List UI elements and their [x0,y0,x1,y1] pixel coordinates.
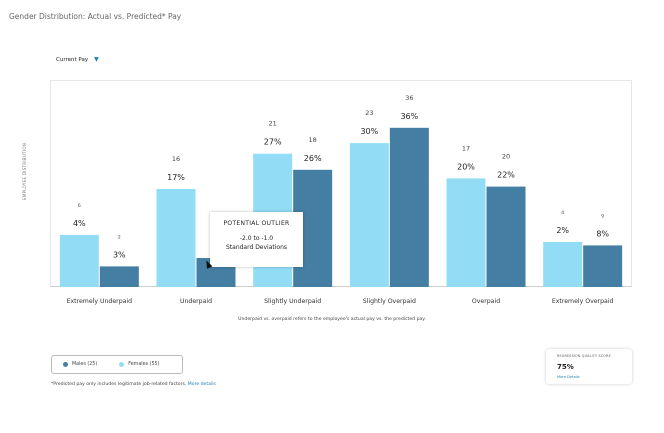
count-label: 18 [309,136,317,144]
tooltip-range: -2.0 to -1.0 [239,235,274,242]
count-label: 21 [269,120,277,128]
percent-label: 36% [400,112,418,121]
percent-label: 3% [113,250,126,259]
x-tick-label: Overpaid [472,298,500,305]
regression-more-details-link[interactable]: More Details [557,375,580,379]
x-tick-label: Slightly Overpaid [363,298,416,305]
males-dot-icon [63,362,68,367]
percent-label: 26% [304,154,322,163]
percent-label: 4% [73,219,86,228]
percent-label: 22% [497,171,515,180]
more-details-link[interactable]: More details [187,382,216,387]
pay-type-label: Current Pay [56,56,89,63]
x-tick-label: Extremely Underpaid [67,298,133,305]
percent-label: 2% [556,226,569,235]
bar-females[interactable] [349,143,389,287]
females-dot-icon [119,362,125,367]
percent-label: 8% [596,229,609,238]
bar-females[interactable] [446,178,486,287]
count-label: 17 [462,144,470,152]
x-tick-label: Slightly Underpaid [264,298,321,305]
bar-females[interactable] [156,188,196,287]
bar-females[interactable] [543,241,583,287]
footnote: *Predicted pay only includes legitimate … [51,382,216,387]
count-label: 16 [172,155,180,163]
legend-females-label: Females (55) [128,362,160,367]
tooltip-title: POTENTIAL OUTLIER [223,220,290,227]
bar-males[interactable] [99,266,139,287]
legend: Males (25) Females (55) [51,355,183,374]
legend-item-females[interactable]: Females (55) [119,362,159,367]
count-label: 2 [118,234,121,240]
count-label: 20 [502,153,510,161]
outlier-tooltip: POTENTIAL OUTLIER -2.0 to -1.0 Standard … [210,212,303,267]
tooltip-unit: Standard Deviations [225,244,288,251]
chart-frame [50,80,632,287]
pay-type-dropdown[interactable]: Current Pay ▼ [56,56,99,63]
count-label: 4 [561,210,564,216]
x-tick-label: Underpaid [180,298,212,305]
count-label: 23 [365,109,373,117]
regression-label: REGRESSION QUALITY SCORE [557,354,611,358]
page-title: Gender Distribution: Actual vs. Predicte… [9,12,182,21]
count-label: 36 [405,94,413,102]
bar-males[interactable] [389,127,429,287]
bar-females[interactable] [59,234,99,287]
regression-quality-card: REGRESSION QUALITY SCORE 75% More Detail… [546,349,632,384]
footnote-text: *Predicted pay only includes legitimate … [51,382,188,387]
chart-note: Underpaid vs. overpaid refers to the emp… [238,317,426,322]
percent-label: 30% [360,127,378,136]
x-tick-label: Extremely Overpaid [552,298,614,305]
percent-label: 17% [167,173,185,182]
legend-item-males[interactable]: Males (25) [63,362,97,367]
legend-males-label: Males (25) [72,362,98,367]
percent-label: 20% [457,162,475,171]
caret-down-icon: ▼ [94,56,99,63]
percent-label: 27% [264,138,282,147]
bar-males[interactable] [486,186,526,287]
count-label: 9 [601,213,604,219]
regression-value: 75% [557,363,574,371]
bar-males[interactable] [583,245,623,287]
count-label: 6 [78,203,81,209]
